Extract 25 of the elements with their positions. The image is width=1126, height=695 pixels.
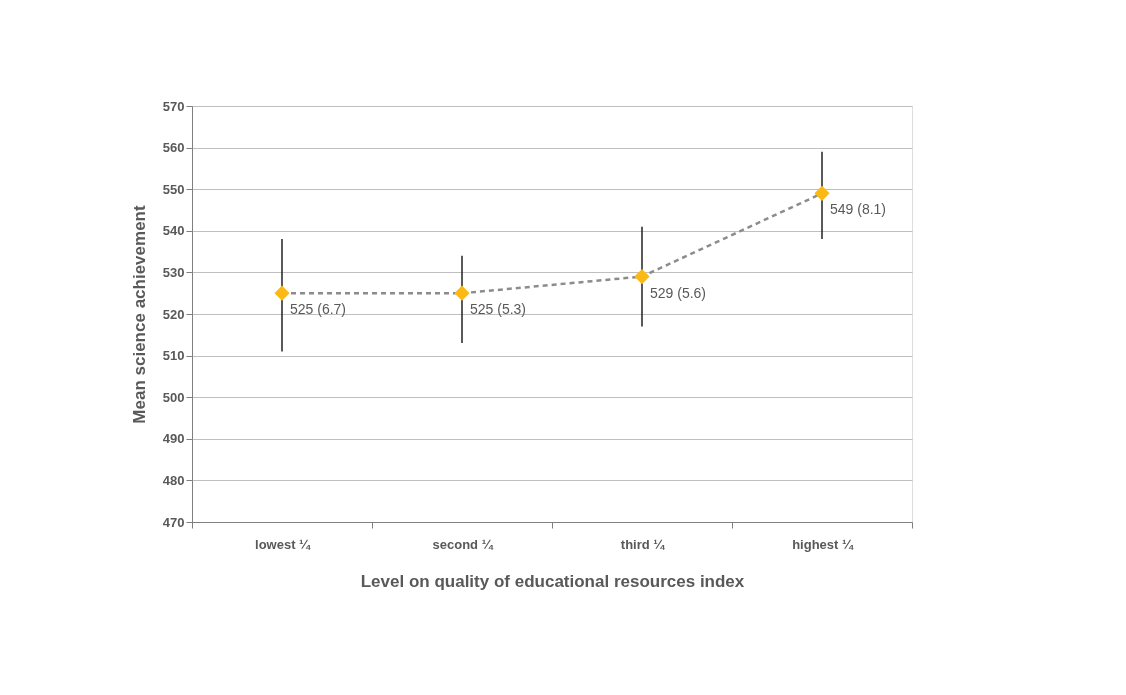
point <box>814 185 830 201</box>
data-label: 525 (5.3) <box>470 301 527 318</box>
x-tick-label: lowest ¼ <box>255 536 312 552</box>
x-tick-label: second ¼ <box>432 536 494 552</box>
x-tick-label: highest ¼ <box>792 536 854 552</box>
y-tick-label: 530 <box>162 264 185 280</box>
y-tick-label: 560 <box>162 140 185 156</box>
data-label: 525 (6.7) <box>290 301 347 318</box>
point <box>634 268 650 285</box>
data-label: 529 (5.6) <box>650 284 707 301</box>
y-tick-label: 520 <box>162 306 185 322</box>
x-axis-title: Level on quality of educational resources index <box>360 571 745 591</box>
y-tick-label: 490 <box>162 431 185 447</box>
y-tick-label: 480 <box>162 472 185 488</box>
y-tick-label: 540 <box>162 223 185 239</box>
y-tick-label: 510 <box>162 348 185 364</box>
y-tick-label: 470 <box>162 514 185 530</box>
y-tick-label: 500 <box>162 389 185 405</box>
data-label: 549 (8.1) <box>830 201 887 218</box>
y-tick-label: 550 <box>162 181 185 197</box>
y-tick-label: 570 <box>162 98 185 114</box>
x-tick-label: third ¼ <box>620 536 666 552</box>
point <box>454 285 470 301</box>
y-axis-title: Mean science achievement <box>129 205 149 424</box>
point <box>274 285 290 301</box>
